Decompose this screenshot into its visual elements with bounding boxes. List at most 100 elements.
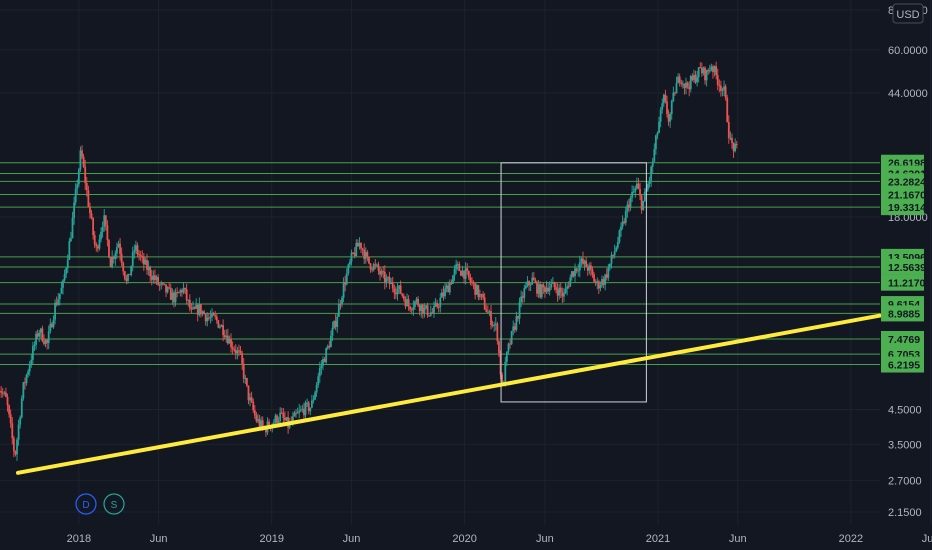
candle-body <box>366 252 369 257</box>
price-tick: 44.0000 <box>888 88 928 100</box>
candle-body <box>605 274 608 278</box>
candle-body <box>65 268 68 275</box>
candle-body <box>520 296 523 303</box>
candle-body <box>466 268 469 271</box>
level-label: 12.5639 <box>888 262 926 274</box>
candle-body <box>618 230 621 243</box>
date-tick: 2019 <box>259 533 283 545</box>
candle-body <box>526 281 529 286</box>
level-label: 6.2195 <box>888 360 920 372</box>
candle-body <box>578 262 581 271</box>
candle-body <box>50 323 53 328</box>
candle-body <box>396 288 399 295</box>
candle-body <box>93 234 96 245</box>
candle-body <box>1 392 4 394</box>
candle-body <box>117 243 120 248</box>
candle-body <box>558 287 561 296</box>
candle-body <box>228 338 231 344</box>
date-tick: 2018 <box>67 533 91 545</box>
candle-body <box>512 326 515 332</box>
level-labels: 26.619824.630123.282421.167019.331413.50… <box>881 154 926 373</box>
candle-body <box>656 132 659 136</box>
candle-body <box>62 280 64 288</box>
candle-body <box>325 348 328 363</box>
candle-body <box>442 292 445 297</box>
candle-body <box>529 284 532 286</box>
candle-body <box>423 307 426 314</box>
candle-body <box>135 245 137 251</box>
candle-body <box>280 412 283 414</box>
candle-body <box>279 412 282 421</box>
candle-body <box>450 282 453 284</box>
candle-body <box>710 66 713 71</box>
date-tick: 2021 <box>646 533 670 545</box>
candle-body <box>169 288 172 300</box>
candle-body <box>233 348 236 351</box>
candle-body <box>293 412 296 417</box>
candle-body <box>377 264 380 271</box>
candle-body <box>623 221 626 223</box>
candle-body <box>553 282 556 288</box>
candle-body <box>317 376 320 385</box>
candle-body <box>245 378 248 386</box>
candle-body <box>46 339 49 344</box>
candle-body <box>168 287 171 289</box>
candle-body <box>257 419 259 422</box>
date-tick: Jun <box>343 533 361 545</box>
candle-body <box>616 242 619 248</box>
currency-button[interactable]: USD <box>892 3 924 24</box>
candle-body <box>517 316 519 319</box>
candle-body <box>209 317 212 319</box>
candle-body <box>572 271 575 277</box>
candle-body <box>49 323 52 332</box>
candle-body <box>154 275 156 281</box>
candle-body <box>345 273 348 285</box>
candle-body <box>304 402 307 416</box>
candle-body <box>401 293 404 296</box>
dividends-badge[interactable]: D <box>75 493 97 515</box>
candle-body <box>556 289 559 296</box>
candle-body <box>215 316 218 321</box>
candle-body <box>609 263 611 268</box>
candle-body <box>634 188 637 192</box>
splits-badge[interactable]: S <box>103 493 125 515</box>
candle-body <box>155 276 158 281</box>
candle-body <box>150 276 153 280</box>
candle-body <box>353 253 356 257</box>
candle-body <box>689 76 692 90</box>
candle-body <box>513 326 516 330</box>
candle-body <box>713 66 716 73</box>
candle-body <box>322 359 324 366</box>
candle-body <box>17 424 20 440</box>
candle-body <box>647 184 649 190</box>
candle-body <box>360 242 362 249</box>
candle-body <box>518 302 521 319</box>
candle-body <box>131 251 134 267</box>
candle-body <box>472 282 475 284</box>
candle-body <box>187 299 190 301</box>
candle-body <box>298 410 301 413</box>
candle-body <box>96 246 99 249</box>
candle-body <box>11 423 14 439</box>
candle-body <box>662 94 665 104</box>
level-label-bg <box>881 356 924 373</box>
candle-body <box>559 287 562 293</box>
candle-body <box>612 254 614 256</box>
candle-body <box>90 213 93 219</box>
candle-body <box>341 297 343 305</box>
candle-body <box>142 256 145 265</box>
candle-body <box>95 244 98 247</box>
candle-body <box>247 385 250 401</box>
candle-body <box>301 408 304 410</box>
candle-body <box>548 287 551 292</box>
candle-body <box>433 306 435 313</box>
candle-body <box>544 287 546 293</box>
candle-body <box>420 304 423 312</box>
candle-body <box>44 339 47 345</box>
candle-body <box>507 343 510 352</box>
candle-body <box>667 114 670 122</box>
candle-body <box>35 333 37 345</box>
candle-body <box>452 275 454 284</box>
candle-body <box>632 191 635 193</box>
